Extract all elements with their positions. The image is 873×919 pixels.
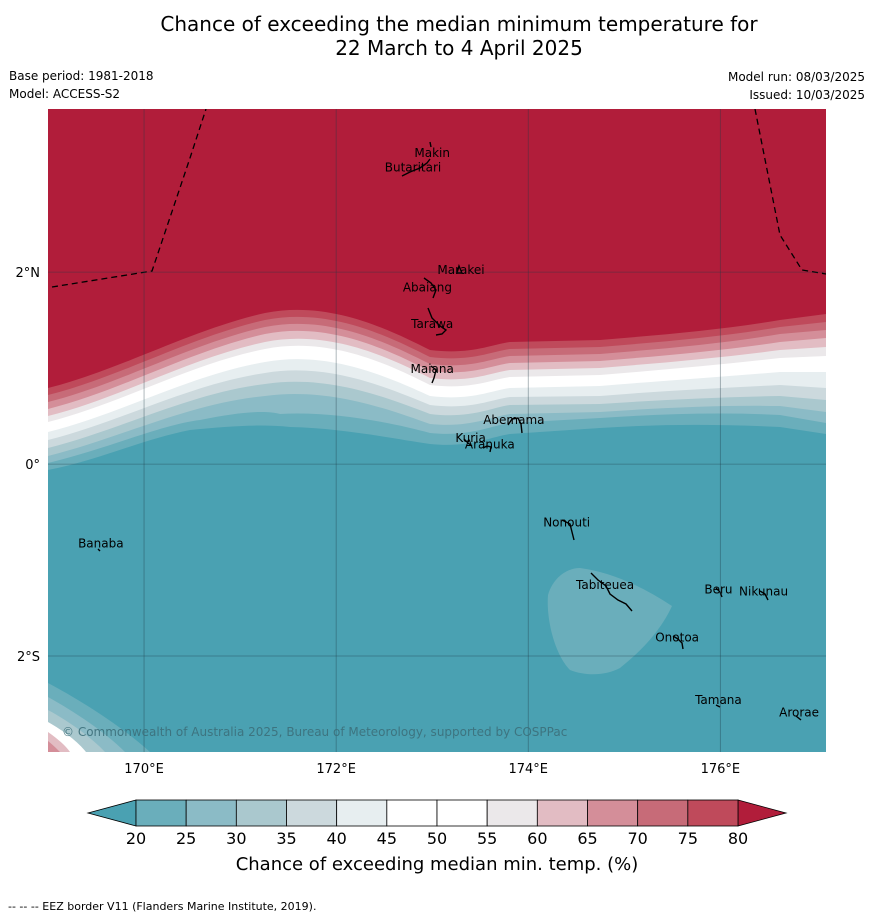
island-shape-onotoa <box>672 635 684 650</box>
island-shape-kuria <box>463 438 473 447</box>
island-shape-nikunau <box>759 590 769 601</box>
colorbar-tick-label: 55 <box>477 829 497 848</box>
colorbar-low-extension <box>86 799 137 827</box>
colorbar-ticks: 20 25 30 35 40 45 50 55 60 65 70 75 80 <box>126 829 748 848</box>
colorbar-tick-label: 45 <box>377 829 397 848</box>
colorbar-bins <box>135 799 739 827</box>
island-label-nikunau: Nikunau <box>739 585 788 599</box>
probability-field <box>48 109 826 752</box>
colorbar-bin <box>486 799 538 827</box>
island-label-nonouti: Nonouti <box>543 515 590 529</box>
island-label-kuria: Kuria <box>455 431 486 445</box>
colorbar-tick-label: 65 <box>577 829 597 848</box>
colorbar-bin <box>135 799 187 827</box>
colorbar: 20 25 30 35 40 45 50 55 60 65 70 75 80 Chance of exc… <box>86 799 788 875</box>
colorbar-bin <box>235 799 287 827</box>
eez-border-west <box>51 109 207 288</box>
island-label-abaiang: Abaiang <box>403 280 452 294</box>
island-shape-tarawa <box>427 307 448 336</box>
graticule: 170°E 172°E 174°E 176°E 2°N 0° 2°S <box>16 109 826 777</box>
colorbar-bin <box>687 799 739 827</box>
island-label-maiana: Maiana <box>411 362 454 376</box>
issued-date: Issued: 10/03/2025 <box>749 88 865 102</box>
colorbar-bin <box>637 799 689 827</box>
latitude-tick-label: 2°N <box>16 266 41 281</box>
longitude-tick-label: 170°E <box>124 762 164 777</box>
island-shape-marakei <box>456 263 464 274</box>
colorbar-tick-label: 50 <box>427 829 447 848</box>
island-label-makin: Makin <box>414 146 450 160</box>
island-label-marakei: Marakei <box>437 263 484 277</box>
island-label-butaritari: Butaritari <box>385 160 442 174</box>
title-line-2: 22 March to 4 April 2025 <box>335 36 583 60</box>
island-shape-makin <box>429 141 432 148</box>
eez-border-east <box>754 109 826 275</box>
colorbar-bin <box>286 799 338 827</box>
island-label-tabiteuea: Tabiteuea <box>575 578 634 592</box>
island-label-tamana: Tamana <box>694 693 742 707</box>
eez-footnote: -- -- -- EEZ border V11 (Flanders Marine… <box>8 900 317 913</box>
latitude-tick-label: 0° <box>25 458 40 473</box>
colorbar-high-extension <box>737 799 788 827</box>
island-shape-abaiang <box>423 277 437 299</box>
colorbar-tick-label: 75 <box>678 829 698 848</box>
island-shape-arorae <box>795 715 802 721</box>
colorbar-tick-label: 30 <box>226 829 246 848</box>
island-shape-tamana <box>715 704 721 708</box>
colorbar-bin <box>185 799 237 827</box>
longitude-tick-label: 174°E <box>508 762 548 777</box>
island-label-aranuka: Aranuka <box>465 438 515 452</box>
island-label-arorae: Arorae <box>779 705 819 719</box>
island-shape-beru <box>715 587 723 598</box>
forecast-map: 170°E 172°E 174°E 176°E 2°N 0° 2°S MakinButari… <box>16 109 826 875</box>
island-label-banaba: Banaba <box>78 537 124 551</box>
longitude-tick-label: 172°E <box>316 762 356 777</box>
model-run: Model run: 08/03/2025 <box>727 70 865 84</box>
colorbar-tick-label: 70 <box>627 829 647 848</box>
longitude-tick-label: 176°E <box>701 762 741 777</box>
corner-band-65 <box>48 741 60 752</box>
island-shapes <box>97 141 802 721</box>
field-low-probability <box>48 424 826 752</box>
island-label-tarawa: Tarawa <box>410 317 453 331</box>
copyright-text: © Commonwealth of Australia 2025, Bureau… <box>62 725 567 739</box>
colorbar-bin <box>436 799 488 827</box>
patch-tabiteuea <box>547 568 672 675</box>
island-shape-butaritari <box>401 158 431 177</box>
island-shape-aranuka <box>482 445 492 453</box>
colorbar-tick-label: 35 <box>276 829 296 848</box>
island-shape-nonouti <box>561 519 575 541</box>
island-shape-tabiteuea <box>590 572 633 612</box>
island-shape-banaba <box>97 548 101 552</box>
colorbar-tick-label: 60 <box>527 829 547 848</box>
colorbar-bin <box>536 799 588 827</box>
colorbar-tick-label: 25 <box>176 829 196 848</box>
island-label-beru: Beru <box>704 583 732 597</box>
island-shape-maiana <box>430 365 437 384</box>
colorbar-bin <box>336 799 388 827</box>
model-name: Model: ACCESS-S2 <box>9 87 121 101</box>
map-title: Chance of exceeding the median minimum t… <box>0 12 873 60</box>
colorbar-bin <box>587 799 639 827</box>
colorbar-tick-label: 80 <box>728 829 748 848</box>
latitude-tick-label: 2°S <box>17 650 40 665</box>
island-shape-abemama <box>507 417 523 434</box>
base-period: Base period: 1981-2018 <box>9 69 154 83</box>
colorbar-tick-label: 20 <box>126 829 146 848</box>
colorbar-bin <box>386 799 438 827</box>
colorbar-tick-label: 40 <box>326 829 346 848</box>
colorbar-label: Chance of exceeding median min. temp. (%… <box>236 854 639 875</box>
island-label-abemama: Abemama <box>483 413 544 427</box>
island-label-onotoa: Onotoa <box>655 631 699 645</box>
title-line-1: Chance of exceeding the median minimum t… <box>160 12 758 36</box>
